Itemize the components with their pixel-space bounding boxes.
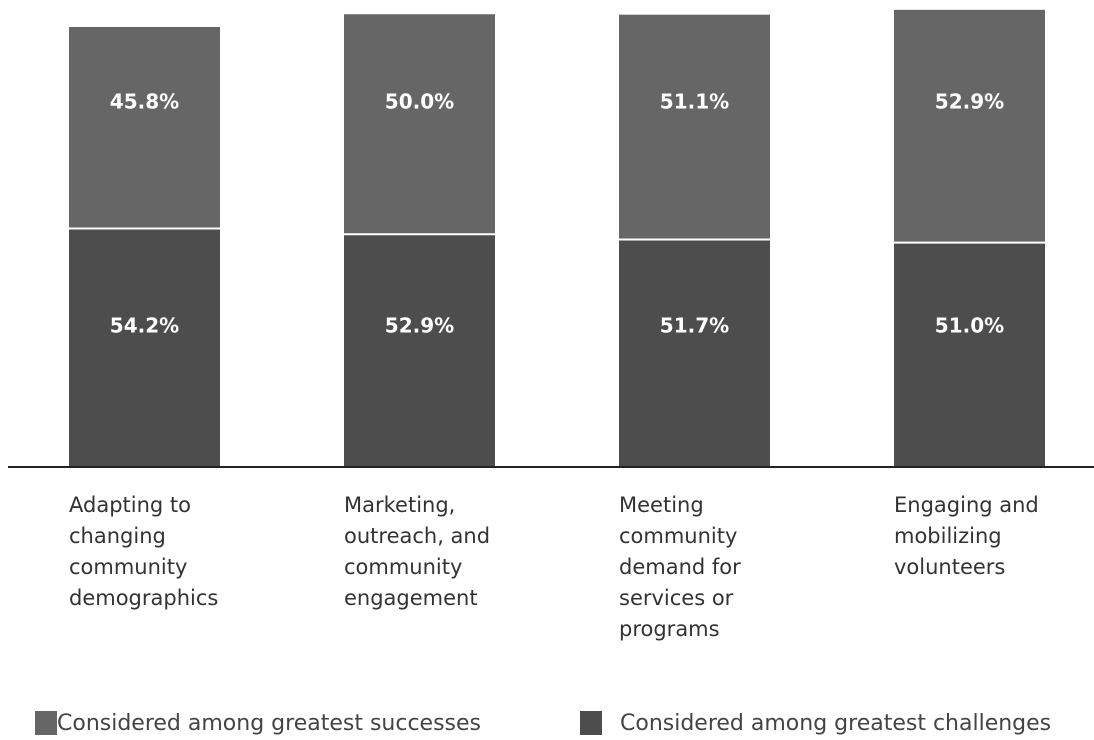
value-label: 52.9% [935,90,1004,114]
value-label: 51.0% [935,314,1004,338]
bar-segment [619,14,770,240]
bar-segment [894,242,1045,467]
value-label: 51.1% [660,90,729,114]
bar-segment [69,228,220,467]
bar-segment [344,234,495,467]
bar-segment [619,239,770,467]
category-label: Engaging and mobilizing volunteers [894,493,1039,579]
bar-segment [69,27,220,229]
category-label: Adapting to changing community demograph… [69,493,219,610]
value-label: 52.9% [385,314,454,338]
category-label: Meeting community demand for services or… [619,493,741,641]
value-label: 51.7% [660,314,729,338]
legend-label: Considered among greatest challenges [620,711,1051,736]
legend-swatch [580,711,602,735]
legend-swatch [35,711,57,735]
legend-label: Considered among greatest successes [57,711,481,736]
category-label: Marketing, outreach, and community engag… [344,493,491,610]
value-label: 54.2% [110,314,179,338]
value-label: 50.0% [385,90,454,114]
bar-segment [894,9,1045,243]
bar-segment [344,14,495,235]
value-label: 45.8% [110,90,179,114]
